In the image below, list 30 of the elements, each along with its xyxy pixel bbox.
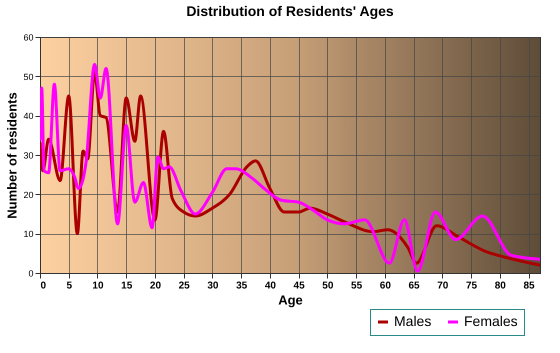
y-tick-label: 0 [28,268,34,278]
y-tick-label: 40 [23,111,34,122]
x-tick-label: 20 [150,280,162,292]
x-tick-label: 35 [236,280,248,292]
x-tick-label: 30 [207,280,219,292]
x-tick-label: 15 [121,280,133,292]
x-tick-label: 0 [40,280,46,292]
x-tick-label: 70 [437,280,449,292]
legend-label: Males [394,313,432,329]
x-tick-label: 80 [494,280,506,292]
y-tick-label: 50 [23,72,34,82]
x-tick-label: 50 [322,280,334,292]
legend-label: Females [464,313,518,329]
x-tick-label: 10 [92,280,104,292]
x-axis-title: Age [278,292,303,308]
x-tick-label: 45 [294,280,306,292]
x-tick-label: 40 [264,280,276,292]
x-tick-label: 75 [466,280,478,292]
y-tick-label: 60 [23,32,34,42]
y-axis-title: Number of residents [4,92,20,219]
x-tick-label: 55 [351,280,363,292]
chart-title: Distribution of Residents' Ages [186,3,394,19]
x-tick-label: 85 [523,280,536,292]
y-tick-label: 30 [23,150,34,160]
x-tick-label: 25 [178,280,190,292]
x-tick-label: 60 [380,280,392,292]
y-tick-label: 20 [23,190,34,200]
x-tick-label: 5 [66,280,72,292]
y-tick-label: 10 [23,229,34,240]
x-tick-label: 65 [408,280,420,292]
